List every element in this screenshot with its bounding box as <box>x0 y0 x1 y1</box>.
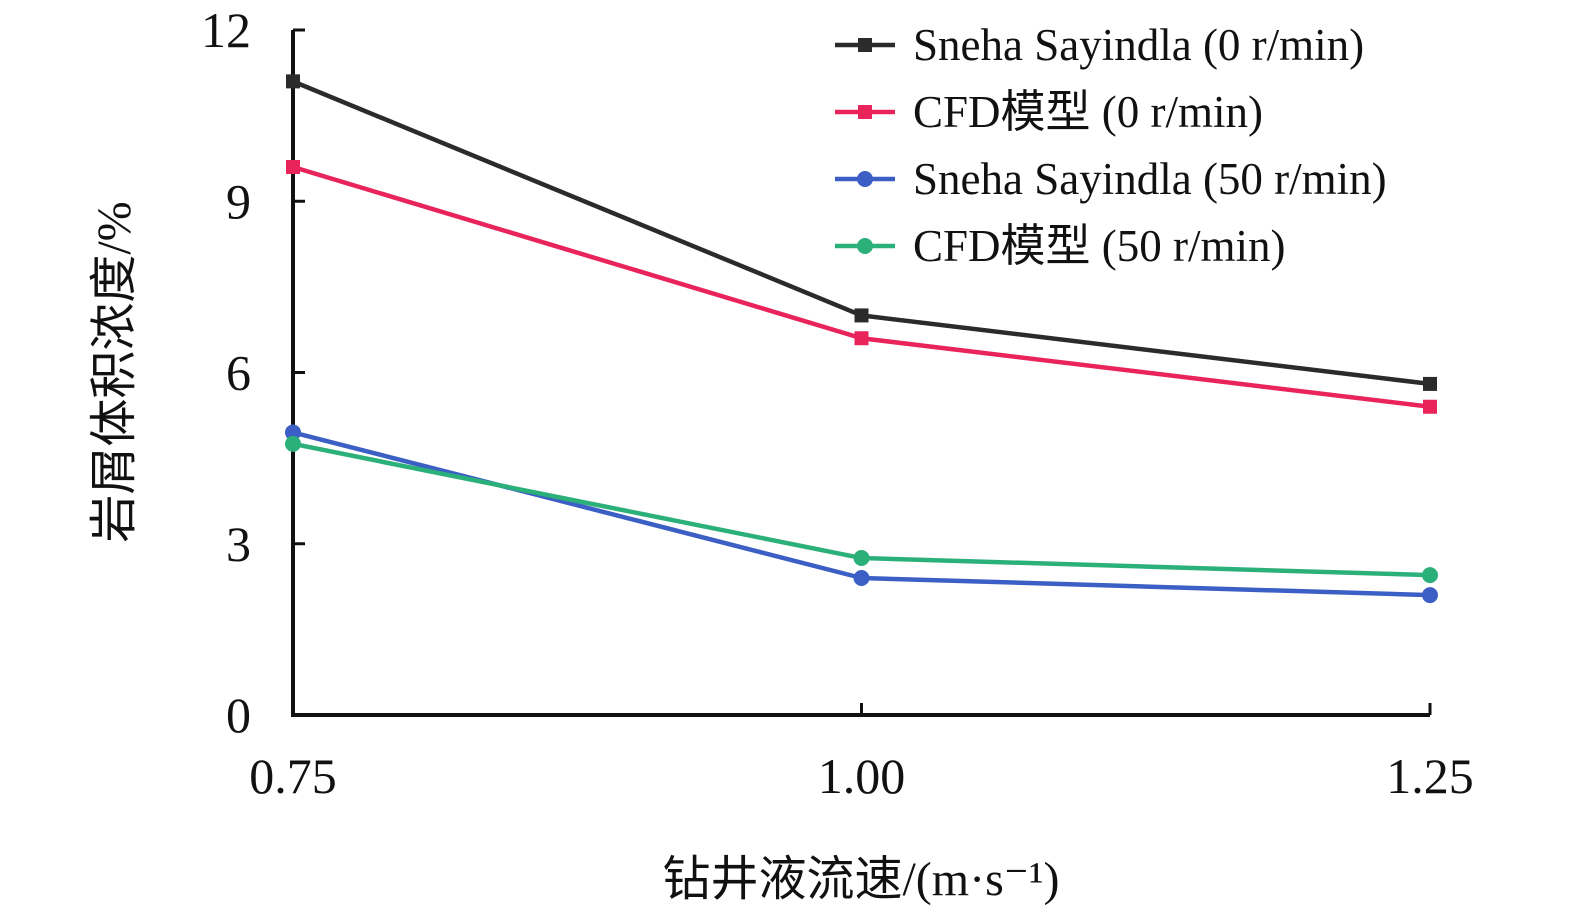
legend-marker <box>857 238 873 254</box>
series-4 <box>285 435 1438 584</box>
series-3 <box>285 424 1438 604</box>
data-point <box>1422 567 1438 584</box>
x-axis-title: 钻井液流速/(m·s⁻¹) <box>662 853 1059 906</box>
legend-marker <box>858 105 872 119</box>
legend-item: CFD模型 (0 r/min) <box>835 87 1263 137</box>
legend-marker <box>858 38 872 52</box>
data-point <box>1422 587 1438 604</box>
y-axis-title: 岩屑体积浓度/% <box>88 201 141 542</box>
data-point <box>853 570 870 586</box>
data-point <box>286 160 300 174</box>
legend-label: CFD模型 (0 r/min) <box>913 87 1263 137</box>
y-tick-label: 0 <box>226 687 251 743</box>
data-point <box>1423 399 1437 414</box>
x-tick-label: 1.00 <box>818 748 906 804</box>
series-2 <box>286 160 1437 414</box>
legend-label: Sneha Sayindla (50 r/min) <box>913 154 1387 204</box>
x-tick-label: 1.25 <box>1386 748 1474 804</box>
data-point <box>285 424 301 441</box>
y-axis-ticks: 0 3 6 9 12 <box>201 2 305 743</box>
data-point <box>853 550 870 567</box>
legend-label: Sneha Sayindla (0 r/min) <box>913 20 1364 70</box>
legend-label: CFD模型 (50 r/min) <box>913 221 1286 271</box>
data-point <box>854 308 869 323</box>
data-point <box>286 74 300 89</box>
x-axis-ticks: 0.75 1.00 1.25 <box>249 703 1474 804</box>
legend-item: CFD模型 (50 r/min) <box>835 221 1286 271</box>
data-point <box>285 435 301 452</box>
legend: Sneha Sayindla (0 r/min) CFD模型 (0 r/min) S… <box>835 20 1387 271</box>
data-point <box>1423 376 1437 391</box>
legend-item: Sneha Sayindla (50 r/min) <box>835 154 1387 204</box>
y-tick-label: 9 <box>226 173 251 229</box>
legend-item: Sneha Sayindla (0 r/min) <box>835 20 1364 70</box>
legend-marker <box>857 171 873 187</box>
y-tick-label: 6 <box>226 345 251 401</box>
plot-area: 0 3 6 9 12 0.75 1.00 1.25 <box>201 2 1474 804</box>
series-1 <box>286 74 1437 391</box>
x-tick-label: 0.75 <box>249 748 337 804</box>
y-tick-label: 3 <box>226 516 251 572</box>
series-group <box>285 74 1438 604</box>
data-point <box>854 331 869 346</box>
y-tick-label: 12 <box>201 2 251 58</box>
